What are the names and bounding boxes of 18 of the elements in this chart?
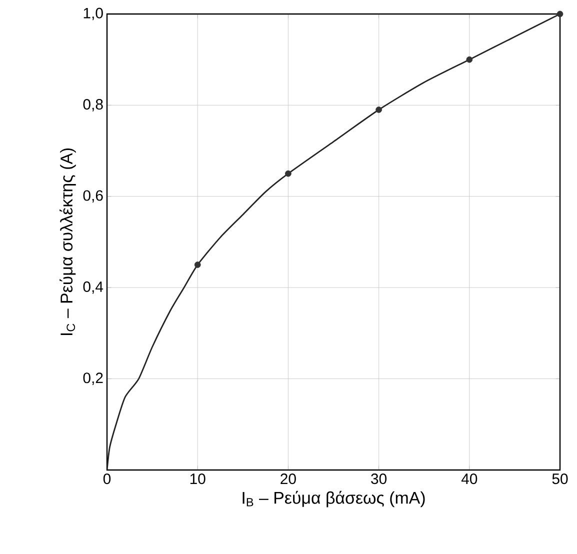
y-tick-label: 0,4 xyxy=(83,281,104,294)
x-tick-label: 0 xyxy=(103,474,111,484)
x-tick-label: 30 xyxy=(371,474,387,484)
point xyxy=(556,10,564,18)
x-tick-label: 50 xyxy=(552,474,568,484)
point xyxy=(194,262,201,268)
y-tick-label: 0,2 xyxy=(83,372,103,385)
y-tick-label: 0,8 xyxy=(83,99,103,112)
point xyxy=(376,106,382,113)
point xyxy=(466,56,473,63)
point xyxy=(285,170,292,177)
x-axis-title: I$_{B}$ – Ρεύμα βάσεως (mA) xyxy=(242,490,425,508)
x-tick-label: 20 xyxy=(280,474,296,484)
x-tick-label: 10 xyxy=(190,474,206,484)
y-tick-label: 0,6 xyxy=(83,190,103,203)
x-tick-label: 40 xyxy=(461,474,478,484)
y-axis-title: I$_{C}$ – Ρεύμα συλλέκτης (A) xyxy=(60,148,76,336)
y-tick-label: 1,0 xyxy=(84,8,103,20)
